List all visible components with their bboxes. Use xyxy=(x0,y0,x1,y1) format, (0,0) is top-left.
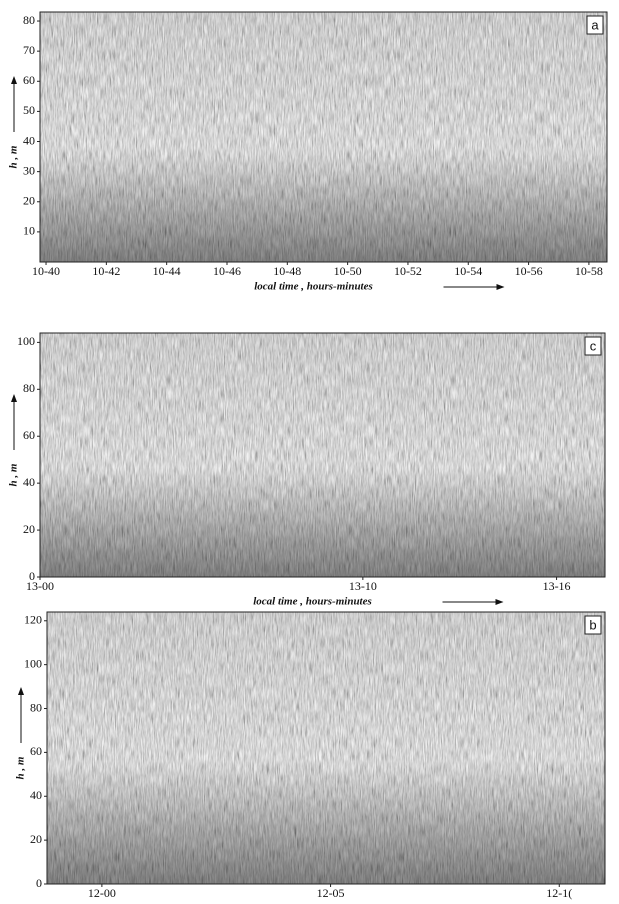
x-tick-label: 10-40 xyxy=(32,264,60,278)
y-tick-label: 10 xyxy=(23,224,35,238)
x-tick-label: 13-00 xyxy=(26,579,54,593)
y-tick-label: 120 xyxy=(24,613,42,627)
y-tick-label: 60 xyxy=(23,73,35,87)
y-tick-label: 0 xyxy=(36,876,42,890)
y-tick-label: 20 xyxy=(30,832,42,846)
x-tick-label: 13-10 xyxy=(349,579,377,593)
x-tick-label: 10-58 xyxy=(575,264,603,278)
y-tick-label: 80 xyxy=(23,381,35,395)
x-axis-label: local time , hours-minutes xyxy=(254,281,373,293)
y-tick-label: 100 xyxy=(24,656,42,670)
y-tick-label: 80 xyxy=(30,700,42,714)
x-tick-label: 12-1( xyxy=(546,886,572,900)
y-tick-label: 40 xyxy=(23,133,35,147)
plot-frame xyxy=(39,11,608,263)
y-tick-label: 60 xyxy=(30,744,42,758)
x-tick-label: 12-05 xyxy=(317,886,345,900)
panel-label: c xyxy=(590,338,597,353)
x-tick-label: 13-16 xyxy=(543,579,571,593)
panel-label-box xyxy=(586,15,604,35)
y-tick-label: 20 xyxy=(23,522,35,536)
x-tick-label: 10-44 xyxy=(153,264,181,278)
panel-label-box xyxy=(584,615,602,635)
x-tick-label: 10-48 xyxy=(273,264,301,278)
y-tick-label: 40 xyxy=(30,788,42,802)
y-tick-label: 70 xyxy=(23,43,35,57)
x-tick-label: 10-52 xyxy=(394,264,422,278)
plot-frame xyxy=(46,611,606,885)
y-axis-label: h , m xyxy=(8,463,20,486)
x-axis-label: local time , hours-minutes xyxy=(253,596,372,608)
x-tick-label: 10-42 xyxy=(92,264,120,278)
echogram-shade xyxy=(40,12,607,262)
x-tick-label: 12-00 xyxy=(88,886,116,900)
y-tick-label: 50 xyxy=(23,103,35,117)
plot-frame xyxy=(39,332,606,578)
x-tick-label: 10-50 xyxy=(334,264,362,278)
panel-label-box xyxy=(584,336,602,356)
y-tick-label: 30 xyxy=(23,163,35,177)
echogram-shade xyxy=(47,612,605,884)
echogram-shade xyxy=(40,333,605,577)
x-tick-label: 10-56 xyxy=(515,264,543,278)
panel-label: b xyxy=(589,617,596,632)
x-axis-label: local time , hours-minutes xyxy=(257,903,376,904)
y-tick-label: 40 xyxy=(23,475,35,489)
panel-label: a xyxy=(591,17,599,32)
y-tick-label: 20 xyxy=(23,194,35,208)
y-axis-label: h , m xyxy=(15,756,27,779)
x-tick-label: 10-46 xyxy=(213,264,241,278)
y-tick-label: 0 xyxy=(29,569,35,583)
y-axis-label: h , m xyxy=(8,145,20,168)
y-tick-label: 80 xyxy=(23,13,35,27)
y-tick-label: 100 xyxy=(17,334,35,348)
y-tick-label: 60 xyxy=(23,428,35,442)
x-tick-label: 10-54 xyxy=(454,264,482,278)
